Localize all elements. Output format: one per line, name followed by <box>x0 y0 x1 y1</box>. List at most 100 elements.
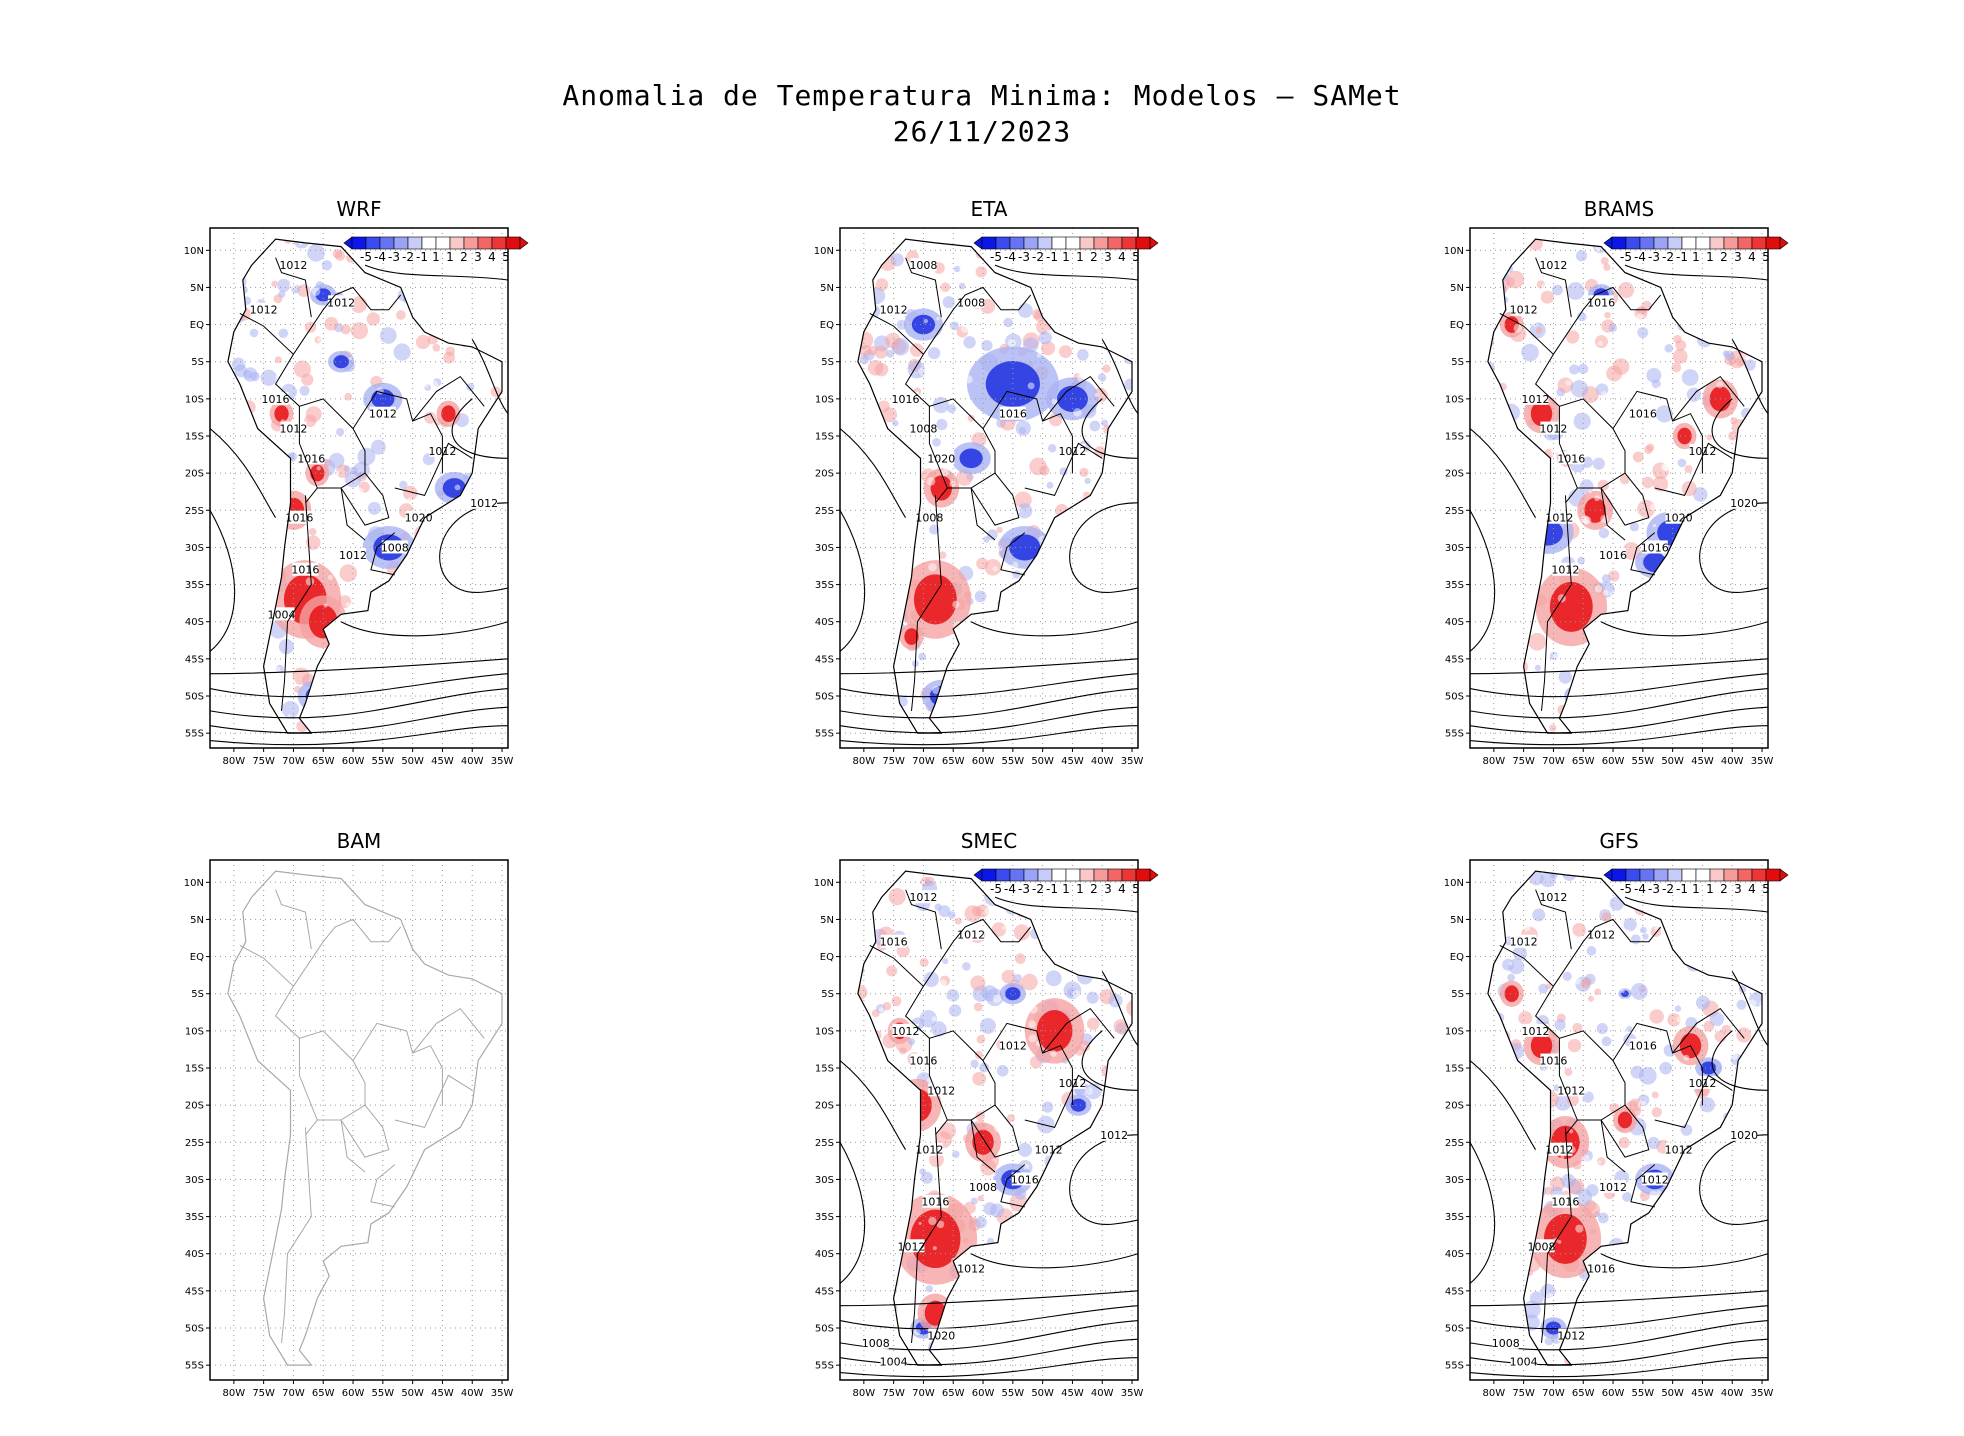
anomaly-speckle <box>1117 1237 1130 1251</box>
anomaly-speckle <box>999 483 1005 489</box>
isobar-label-bg <box>892 1023 919 1037</box>
lon-tick-label: 50W <box>401 756 424 767</box>
anomaly-speckle <box>1574 977 1581 985</box>
lon-tick-label: 70W <box>1542 1388 1565 1399</box>
anomaly-speckle <box>948 919 955 927</box>
anomaly-speckle <box>1642 933 1649 940</box>
anomaly-speckle <box>389 513 397 520</box>
isobar-label: 1012 <box>279 258 307 272</box>
colorbar-swatch <box>1135 236 1151 250</box>
isobar-label: 1020 <box>1730 1127 1758 1142</box>
anomaly-speckle <box>1010 1029 1018 1038</box>
anomaly-speckle <box>1513 542 1531 560</box>
anomaly-speckle <box>1675 1184 1685 1194</box>
anomaly-speckle <box>1002 647 1008 653</box>
anomaly-speckle <box>1723 492 1730 499</box>
isobar-label-text: 1016 <box>1599 549 1627 562</box>
isobar-label-bg <box>292 562 319 576</box>
anomaly-speckle <box>925 1285 933 1293</box>
anomaly-speckle <box>241 382 249 390</box>
anomaly-speckle <box>338 708 342 713</box>
anomaly-speckle <box>371 589 387 605</box>
lon-tick-label: 75W <box>252 1388 275 1399</box>
anomaly-speckle <box>1487 932 1491 938</box>
anomaly-speckle <box>407 716 422 731</box>
isobar-label-bg <box>1665 1142 1692 1156</box>
anomaly-speckle <box>1047 443 1057 453</box>
anomaly-speckle <box>1495 1140 1512 1156</box>
anomaly-speckle <box>862 256 869 263</box>
anomaly-speckle <box>1689 644 1701 655</box>
anomaly-speckle <box>371 708 388 726</box>
anomaly-speckle <box>939 979 947 987</box>
anomaly-speckle <box>1006 295 1011 300</box>
anomaly-speckle <box>1680 1124 1693 1136</box>
lat-tick-label: 40S <box>185 1249 204 1260</box>
anomaly-speckle <box>297 381 303 387</box>
anomaly-speckle <box>397 574 415 592</box>
colorbar-label: 2 <box>1090 250 1098 264</box>
anomaly-speckle <box>405 726 412 732</box>
isobar-label-text: 1012 <box>1665 1144 1693 1157</box>
anomaly-speckle <box>493 527 499 532</box>
anomaly-speckle <box>867 359 884 376</box>
isobar-label-bg <box>381 540 408 554</box>
anomaly-speckle <box>261 239 269 240</box>
anomaly-speckle <box>402 485 418 501</box>
anomaly-speckle <box>876 893 882 899</box>
anomaly-speckle <box>1606 365 1623 382</box>
anomaly-speckle <box>352 519 357 525</box>
colorbar-swatch <box>1681 236 1697 250</box>
anomaly-speckle <box>958 282 966 290</box>
anomaly-speckle <box>1699 1178 1714 1193</box>
coastline <box>1487 870 1763 1366</box>
isobar-label: 1012 <box>909 890 937 904</box>
anomaly-speckle <box>1704 957 1717 970</box>
anomaly-speckle <box>1013 974 1023 983</box>
anomaly-speckle <box>1741 571 1752 582</box>
anomaly-speckle <box>1513 324 1523 333</box>
lat-tick-label: 15S <box>185 1064 204 1075</box>
isobar-line <box>210 673 508 698</box>
anomaly-speckle <box>1547 933 1554 941</box>
anomaly-speckle <box>975 266 987 278</box>
colorbar: -5 -4 -3 -2 -1 1 1 2 3 4 5 <box>973 868 1159 896</box>
anomaly-speckle <box>888 888 906 906</box>
anomaly-speckle <box>1533 1004 1539 1009</box>
lon-tick-label: 40W <box>461 1388 484 1399</box>
lat-tick-label: 5S <box>821 989 834 1000</box>
lon-tick-label: 50W <box>1031 756 1054 767</box>
anomaly-speckle <box>482 714 499 732</box>
anomaly-speckle <box>1115 960 1123 967</box>
isobar-label-text: 1016 <box>1551 1196 1579 1209</box>
anomaly-speckle <box>923 971 939 988</box>
anomaly-speckle <box>1694 1144 1708 1158</box>
isobar-label-text: 1016 <box>1539 1055 1567 1068</box>
lat-tick-label: 5S <box>191 357 204 368</box>
isobar-label-text: 1012 <box>1539 891 1567 904</box>
anomaly-speckle <box>967 414 975 422</box>
anomaly-speckle <box>1001 926 1006 930</box>
anomaly-speckle <box>992 1054 1000 1061</box>
anomaly-speckle <box>1127 563 1133 570</box>
anomaly-speckle <box>293 239 310 249</box>
anomaly-speckle <box>1597 1212 1609 1224</box>
anomaly-speckle <box>1566 282 1585 300</box>
isobar-label-bg <box>958 1261 985 1275</box>
isobar-label: 1008 <box>1528 1239 1556 1253</box>
anomaly-speckle <box>962 961 971 971</box>
anomaly-speckle <box>1084 512 1092 520</box>
anomaly-speckle <box>1532 322 1538 327</box>
panel-title: WRF <box>336 197 381 221</box>
isobar-label: 1012 <box>1599 1179 1627 1194</box>
anomaly-speckle <box>1081 1302 1088 1309</box>
anomaly-speckle <box>1105 1309 1117 1320</box>
isobar-label: 1016 <box>1599 547 1627 562</box>
colorbar-label: -5 <box>1620 882 1632 896</box>
anomaly-speckle <box>1594 495 1600 502</box>
anomaly-speckle <box>474 324 483 332</box>
anomaly-speckle <box>1581 1154 1590 1164</box>
anomaly-speckle <box>266 518 276 529</box>
anomaly-speckle <box>916 732 924 734</box>
isobar-label-bg <box>1540 890 1567 904</box>
